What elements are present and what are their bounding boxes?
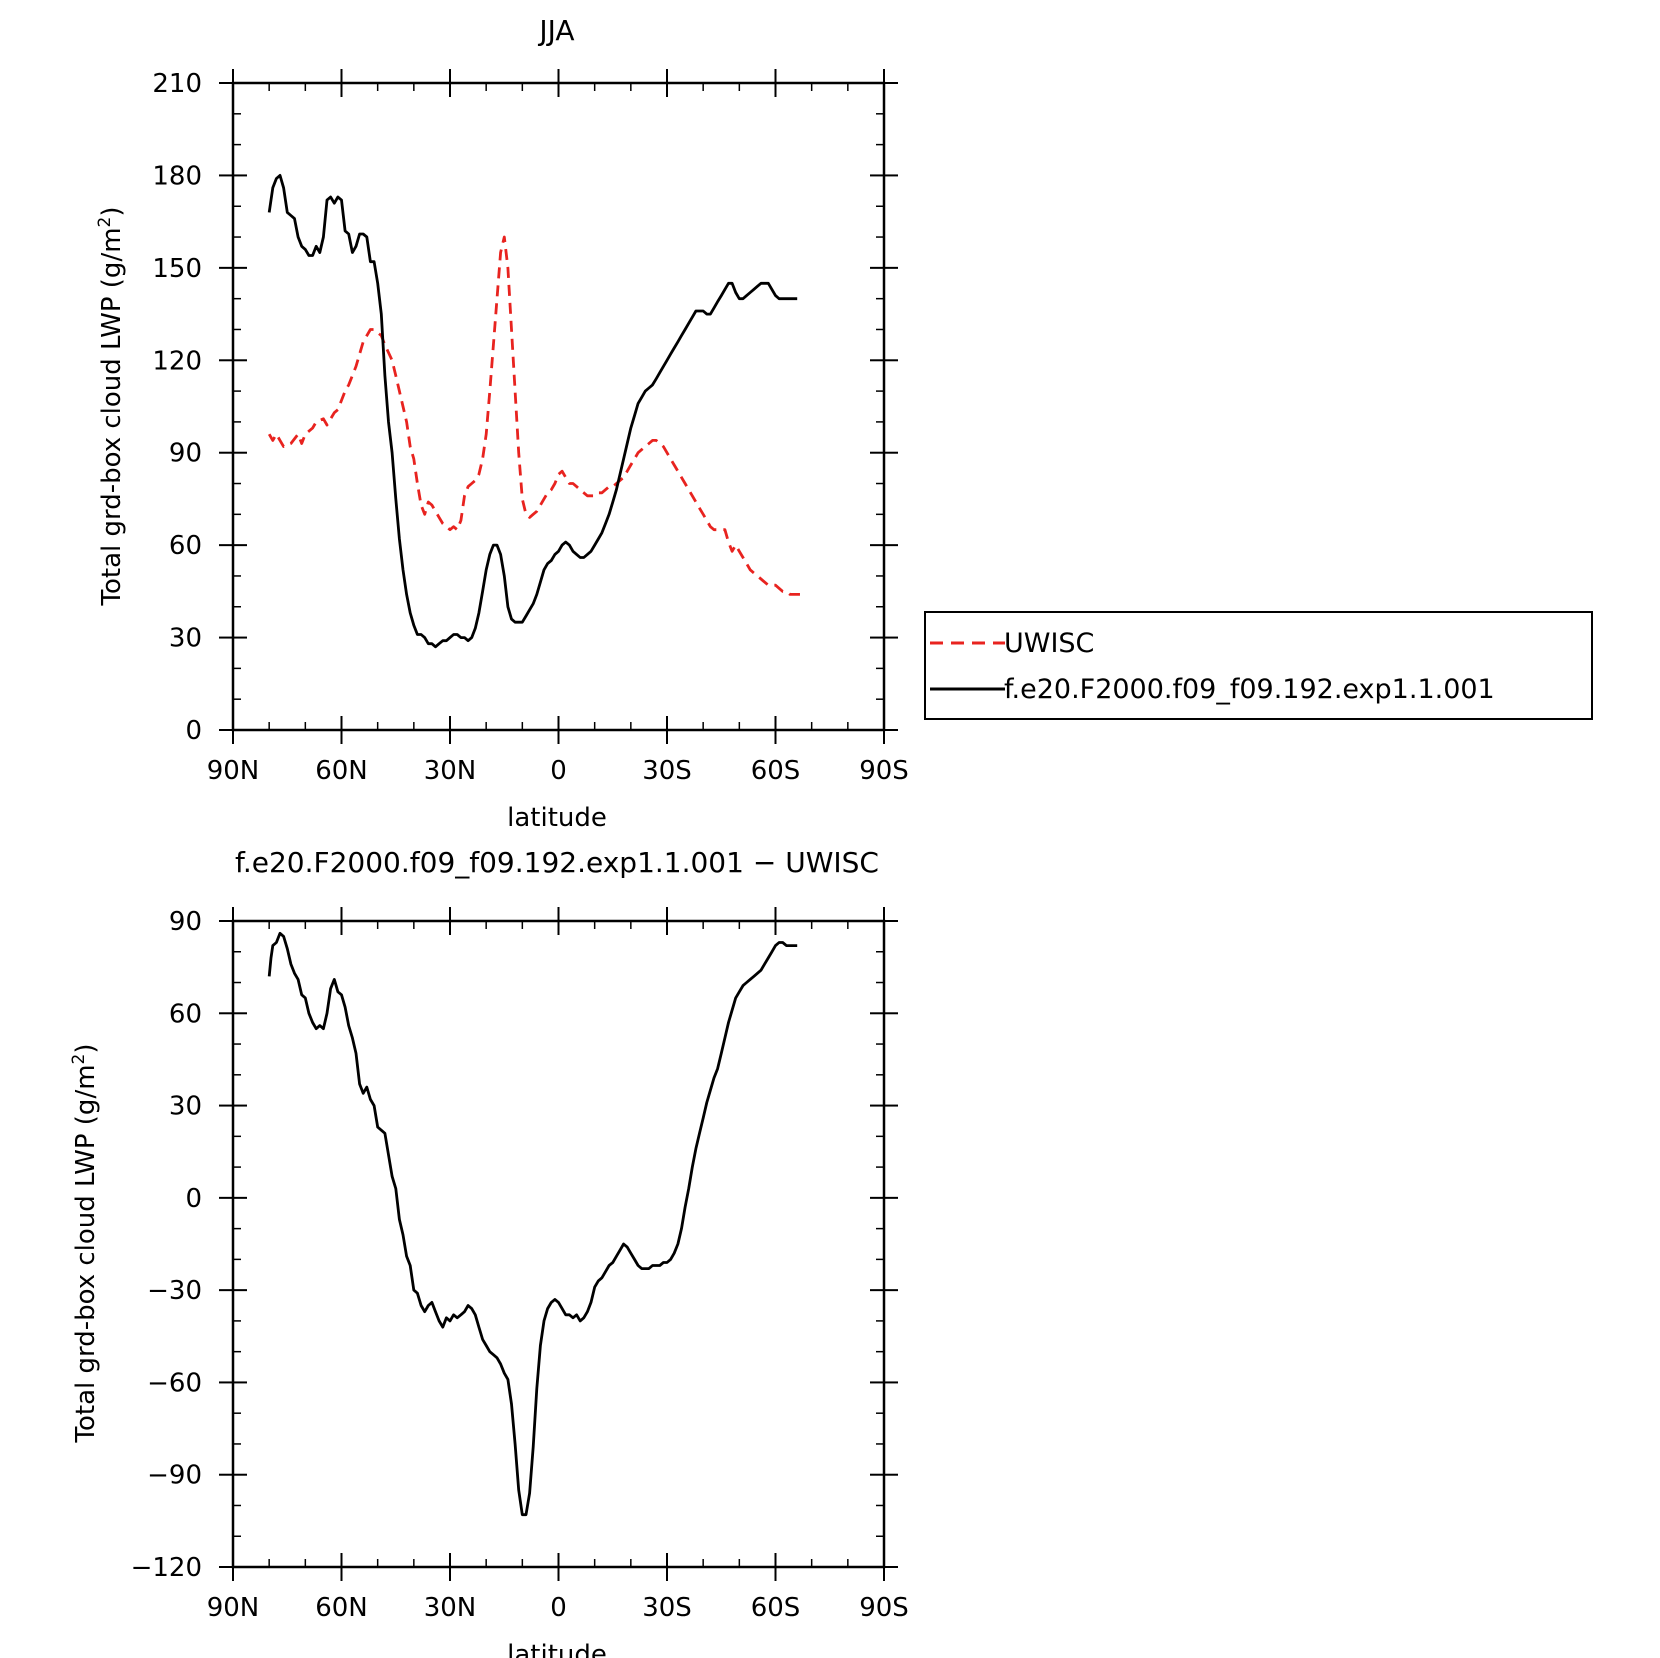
bottom-x-tick-label: 30N bbox=[424, 1593, 477, 1623]
bottom-y-tick-label: 30 bbox=[169, 1092, 202, 1122]
bottom-panel: f.e20.F2000.f09_f09.192.exp1.1.001 − UWI… bbox=[69, 846, 909, 1658]
top-y-tick-label: 120 bbox=[152, 346, 202, 376]
bottom-panel-ticks: 90N 60N 30N 0 30S 60S 90S −120 −90 −60 −30 0 30 60 90 bbox=[131, 907, 909, 1623]
bottom-y-tick-label: −30 bbox=[147, 1276, 202, 1306]
bottom-y-tick-label: 90 bbox=[169, 907, 202, 937]
bottom-difference-series-line bbox=[267, 931, 798, 1517]
top-y-tick-label: 150 bbox=[152, 254, 202, 284]
top-x-tick-label: 0 bbox=[550, 756, 567, 786]
top-panel-series bbox=[267, 173, 805, 649]
top-panel-title: JJA bbox=[537, 14, 574, 47]
top-x-tick-label: 30N bbox=[424, 756, 477, 786]
bottom-x-tick-label: 60S bbox=[751, 1593, 801, 1623]
top-y-tick-label: 90 bbox=[169, 439, 202, 469]
top-y-tick-label: 180 bbox=[152, 161, 202, 191]
top-y-tick-label: 30 bbox=[169, 624, 202, 654]
top-y-tick-label: 0 bbox=[185, 716, 202, 746]
legend-label-model: f.e20.F2000.f09_f09.192.exp1.1.001 bbox=[1004, 674, 1495, 705]
top-panel: JJA 90N 60N 30N 0 30S 60S 90S 0 30 60 90 120 150 180 2… bbox=[95, 14, 1593, 833]
bottom-x-tick-label: 90S bbox=[859, 1593, 909, 1623]
bottom-y-tick-label: 0 bbox=[185, 1184, 202, 1214]
bottom-panel-series bbox=[267, 931, 798, 1517]
legend: UWISC f.e20.F2000.f09_f09.192.exp1.1.001 bbox=[924, 611, 1593, 720]
bottom-x-tick-label: 60N bbox=[315, 1593, 368, 1623]
top-x-tick-label: 30S bbox=[642, 756, 692, 786]
bottom-panel-plot-frame bbox=[231, 919, 886, 1569]
legend-box bbox=[924, 611, 1593, 720]
top-x-tick-label: 90S bbox=[859, 756, 909, 786]
bottom-panel-title: f.e20.F2000.f09_f09.192.exp1.1.001 − UWI… bbox=[235, 846, 879, 879]
bottom-panel-y-axis-label: Total grd-box cloud LWP (g/m2) bbox=[69, 1043, 101, 1443]
bottom-x-tick-label: 90N bbox=[207, 1593, 260, 1623]
top-y-tick-label: 210 bbox=[152, 69, 202, 99]
top-panel-ticks: 90N 60N 30N 0 30S 60S 90S 0 30 60 90 120 150 180 210 bbox=[152, 69, 909, 786]
bottom-y-tick-label: 60 bbox=[169, 999, 202, 1029]
bottom-x-tick-label: 30S bbox=[642, 1593, 692, 1623]
top-f-e20-f2000-f09-f09-192-exp1-1-001-series-line bbox=[267, 173, 798, 649]
top-y-tick-label: 60 bbox=[169, 531, 202, 561]
bottom-x-tick-label: 0 bbox=[550, 1593, 567, 1623]
top-panel-x-axis-label: latitude bbox=[507, 803, 607, 833]
legend-label-uwisc: UWISC bbox=[1004, 628, 1094, 659]
top-uwisc-series-line bbox=[267, 235, 805, 596]
top-x-tick-label: 60N bbox=[315, 756, 368, 786]
top-panel-plot-frame bbox=[231, 81, 886, 732]
top-x-tick-label: 90N bbox=[207, 756, 260, 786]
top-x-tick-label: 60S bbox=[751, 756, 801, 786]
bottom-y-tick-label: −90 bbox=[147, 1461, 202, 1491]
bottom-y-tick-label: −60 bbox=[147, 1368, 202, 1398]
bottom-y-tick-label: −120 bbox=[131, 1553, 202, 1583]
bottom-panel-x-axis-label: latitude bbox=[507, 1640, 607, 1658]
top-panel-y-axis-label: Total grd-box cloud LWP (g/m2) bbox=[95, 206, 127, 606]
